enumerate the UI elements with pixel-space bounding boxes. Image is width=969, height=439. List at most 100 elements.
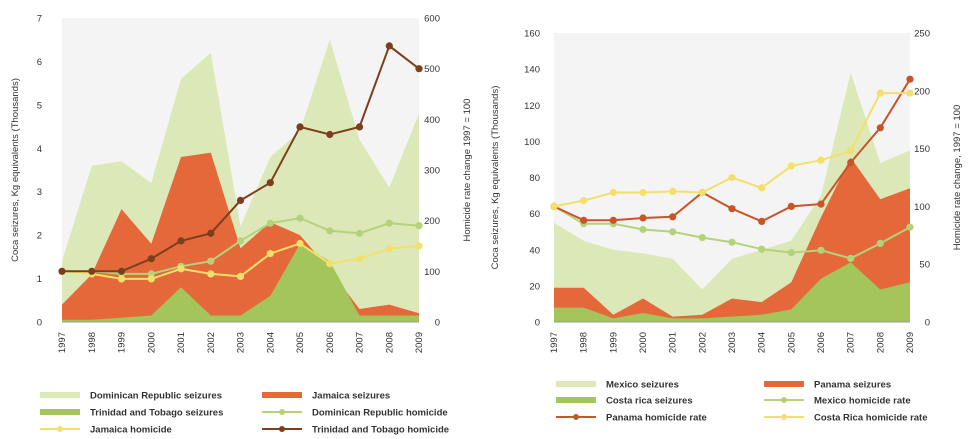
x-tick-label: 1999: [117, 332, 128, 353]
x-tick-label: 2009: [905, 332, 916, 353]
legend-marker: [573, 414, 579, 420]
y-tick-label: 1: [37, 274, 42, 285]
legend-label: Trinidad and Tobago seizures: [90, 408, 223, 419]
x-tick-label: 2006: [816, 332, 827, 353]
line-point-5-7: [236, 272, 245, 280]
legend-marker: [279, 426, 285, 432]
y-tick-label: 0: [535, 318, 540, 329]
legend-item: Dominican Republic homicide: [262, 408, 448, 419]
legend-item: Costa Rica homicide rate: [764, 413, 928, 424]
line-point-4-8: [758, 245, 766, 253]
line-point-4-13: [415, 222, 423, 230]
line-point-4-4: [639, 225, 647, 234]
line-point-5-10: [326, 260, 334, 268]
legend-label: Panama homicide rate: [606, 413, 707, 424]
area-series-3: [554, 262, 910, 322]
x-tick-label: 1997: [549, 332, 560, 353]
line-point-5-6: [207, 270, 215, 278]
line-point-4-7: [236, 237, 245, 245]
x-tick-label: 2002: [206, 332, 217, 353]
y-tick-label: 0: [37, 318, 42, 329]
y-tick-label: 20: [529, 281, 540, 292]
y2-tick-label: 150: [914, 144, 930, 155]
y-tick-label: 100: [524, 137, 540, 148]
x-tick-label: 1998: [579, 332, 590, 353]
x-tick-label: 2009: [414, 332, 425, 353]
line-point-6-1: [550, 202, 558, 210]
x-tick-label: 2001: [176, 332, 187, 353]
line-point-4-10: [326, 227, 334, 235]
line-point-4-6: [698, 234, 706, 242]
legend-item: Trinidad and Tobago homicide: [262, 425, 449, 436]
legend-label: Costa Rica homicide rate: [814, 413, 928, 424]
y2-tick-label: 400: [424, 115, 440, 126]
x-tick-label: 2008: [384, 332, 395, 353]
line-point-4-11: [355, 229, 364, 237]
line-point-6-12: [385, 42, 393, 50]
legend-item: Mexico seizures: [556, 380, 679, 391]
legend-item: Panama homicide rate: [556, 413, 707, 424]
chart-1: 0 1 2 3 4 5 6 7 0 100 200 300 400 500 600 1997 1998 1999 2…: [10, 14, 473, 436]
y-tick-label: 140: [524, 65, 540, 76]
y-tick-label: 160: [524, 29, 540, 40]
line-point-5-9: [296, 239, 304, 248]
line-point-6-8: [758, 184, 766, 192]
line-point-4-6: [207, 257, 215, 265]
x-tick-label: 2001: [668, 332, 679, 353]
line-point-5-7: [728, 205, 736, 213]
y2-tick-label: 300: [424, 166, 440, 177]
line-point-4-5: [669, 228, 677, 236]
legend-item: Panama seizures: [764, 380, 891, 391]
legend-swatch: [40, 409, 80, 415]
y-tick-label: 60: [529, 209, 540, 220]
line-point-6-3: [609, 188, 617, 197]
legend-swatch: [764, 381, 804, 387]
line-point-6-6: [698, 188, 706, 197]
x-tick-label: 1999: [608, 332, 619, 353]
line-point-6-5: [669, 187, 677, 195]
y-tick-label: 5: [37, 100, 42, 111]
legend-item: Trinidad and Tobago seizures: [40, 408, 223, 419]
line-point-5-10: [817, 200, 825, 208]
line-point-5-12: [876, 124, 884, 132]
line-point-5-8: [758, 217, 766, 225]
y2-tick-label: 100: [424, 267, 440, 278]
legend-label: Mexico seizures: [606, 380, 679, 391]
line-point-6-11: [355, 123, 364, 131]
legend-item: Costa rica seizures: [556, 396, 693, 407]
y-tick-label: 120: [524, 101, 540, 112]
x-tick-label: 1998: [87, 332, 98, 353]
line-point-4-7: [728, 238, 736, 246]
line-point-6-9: [296, 123, 304, 131]
legend-marker: [781, 397, 787, 403]
y-axis-title: Coca seizures, Kg equivalents (Thousands…: [10, 78, 21, 262]
line-point-5-2: [580, 216, 588, 224]
line-point-6-6: [207, 229, 215, 237]
line-point-4-9: [296, 214, 304, 222]
line-point-6-7: [236, 196, 245, 204]
x-tick-label: 1997: [57, 332, 68, 353]
y2-tick-label: 200: [424, 216, 440, 227]
line-point-6-9: [787, 162, 795, 170]
y-tick-label: 6: [37, 57, 42, 68]
legend-label: Mexico homicide rate: [814, 396, 911, 407]
line-point-6-2: [580, 197, 588, 205]
legend-swatch: [556, 381, 596, 387]
x-tick-label: 2004: [757, 332, 768, 353]
line-point-6-12: [876, 89, 884, 97]
legend-label: Costa rica seizures: [606, 396, 693, 407]
y-tick-label: 7: [37, 14, 42, 25]
y-axis-title: Coca seizures, Kg equivalents (Thousands…: [490, 86, 501, 270]
x-tick-label: 2000: [146, 332, 157, 353]
line-point-4-11: [847, 254, 855, 262]
legend-label: Dominican Republic seizures: [90, 391, 222, 402]
legend-label: Panama seizures: [814, 380, 891, 391]
line-point-6-3: [117, 267, 126, 275]
y2-tick-label: 100: [914, 202, 930, 213]
legend-marker: [57, 426, 63, 432]
x-tick-label: 2007: [846, 332, 857, 353]
y2-axis-title: Homicide rate change 1997 = 100: [462, 99, 473, 242]
line-point-5-4: [639, 214, 647, 222]
x-tick-label: 2005: [295, 332, 306, 353]
y2-tick-label: 500: [424, 64, 440, 75]
